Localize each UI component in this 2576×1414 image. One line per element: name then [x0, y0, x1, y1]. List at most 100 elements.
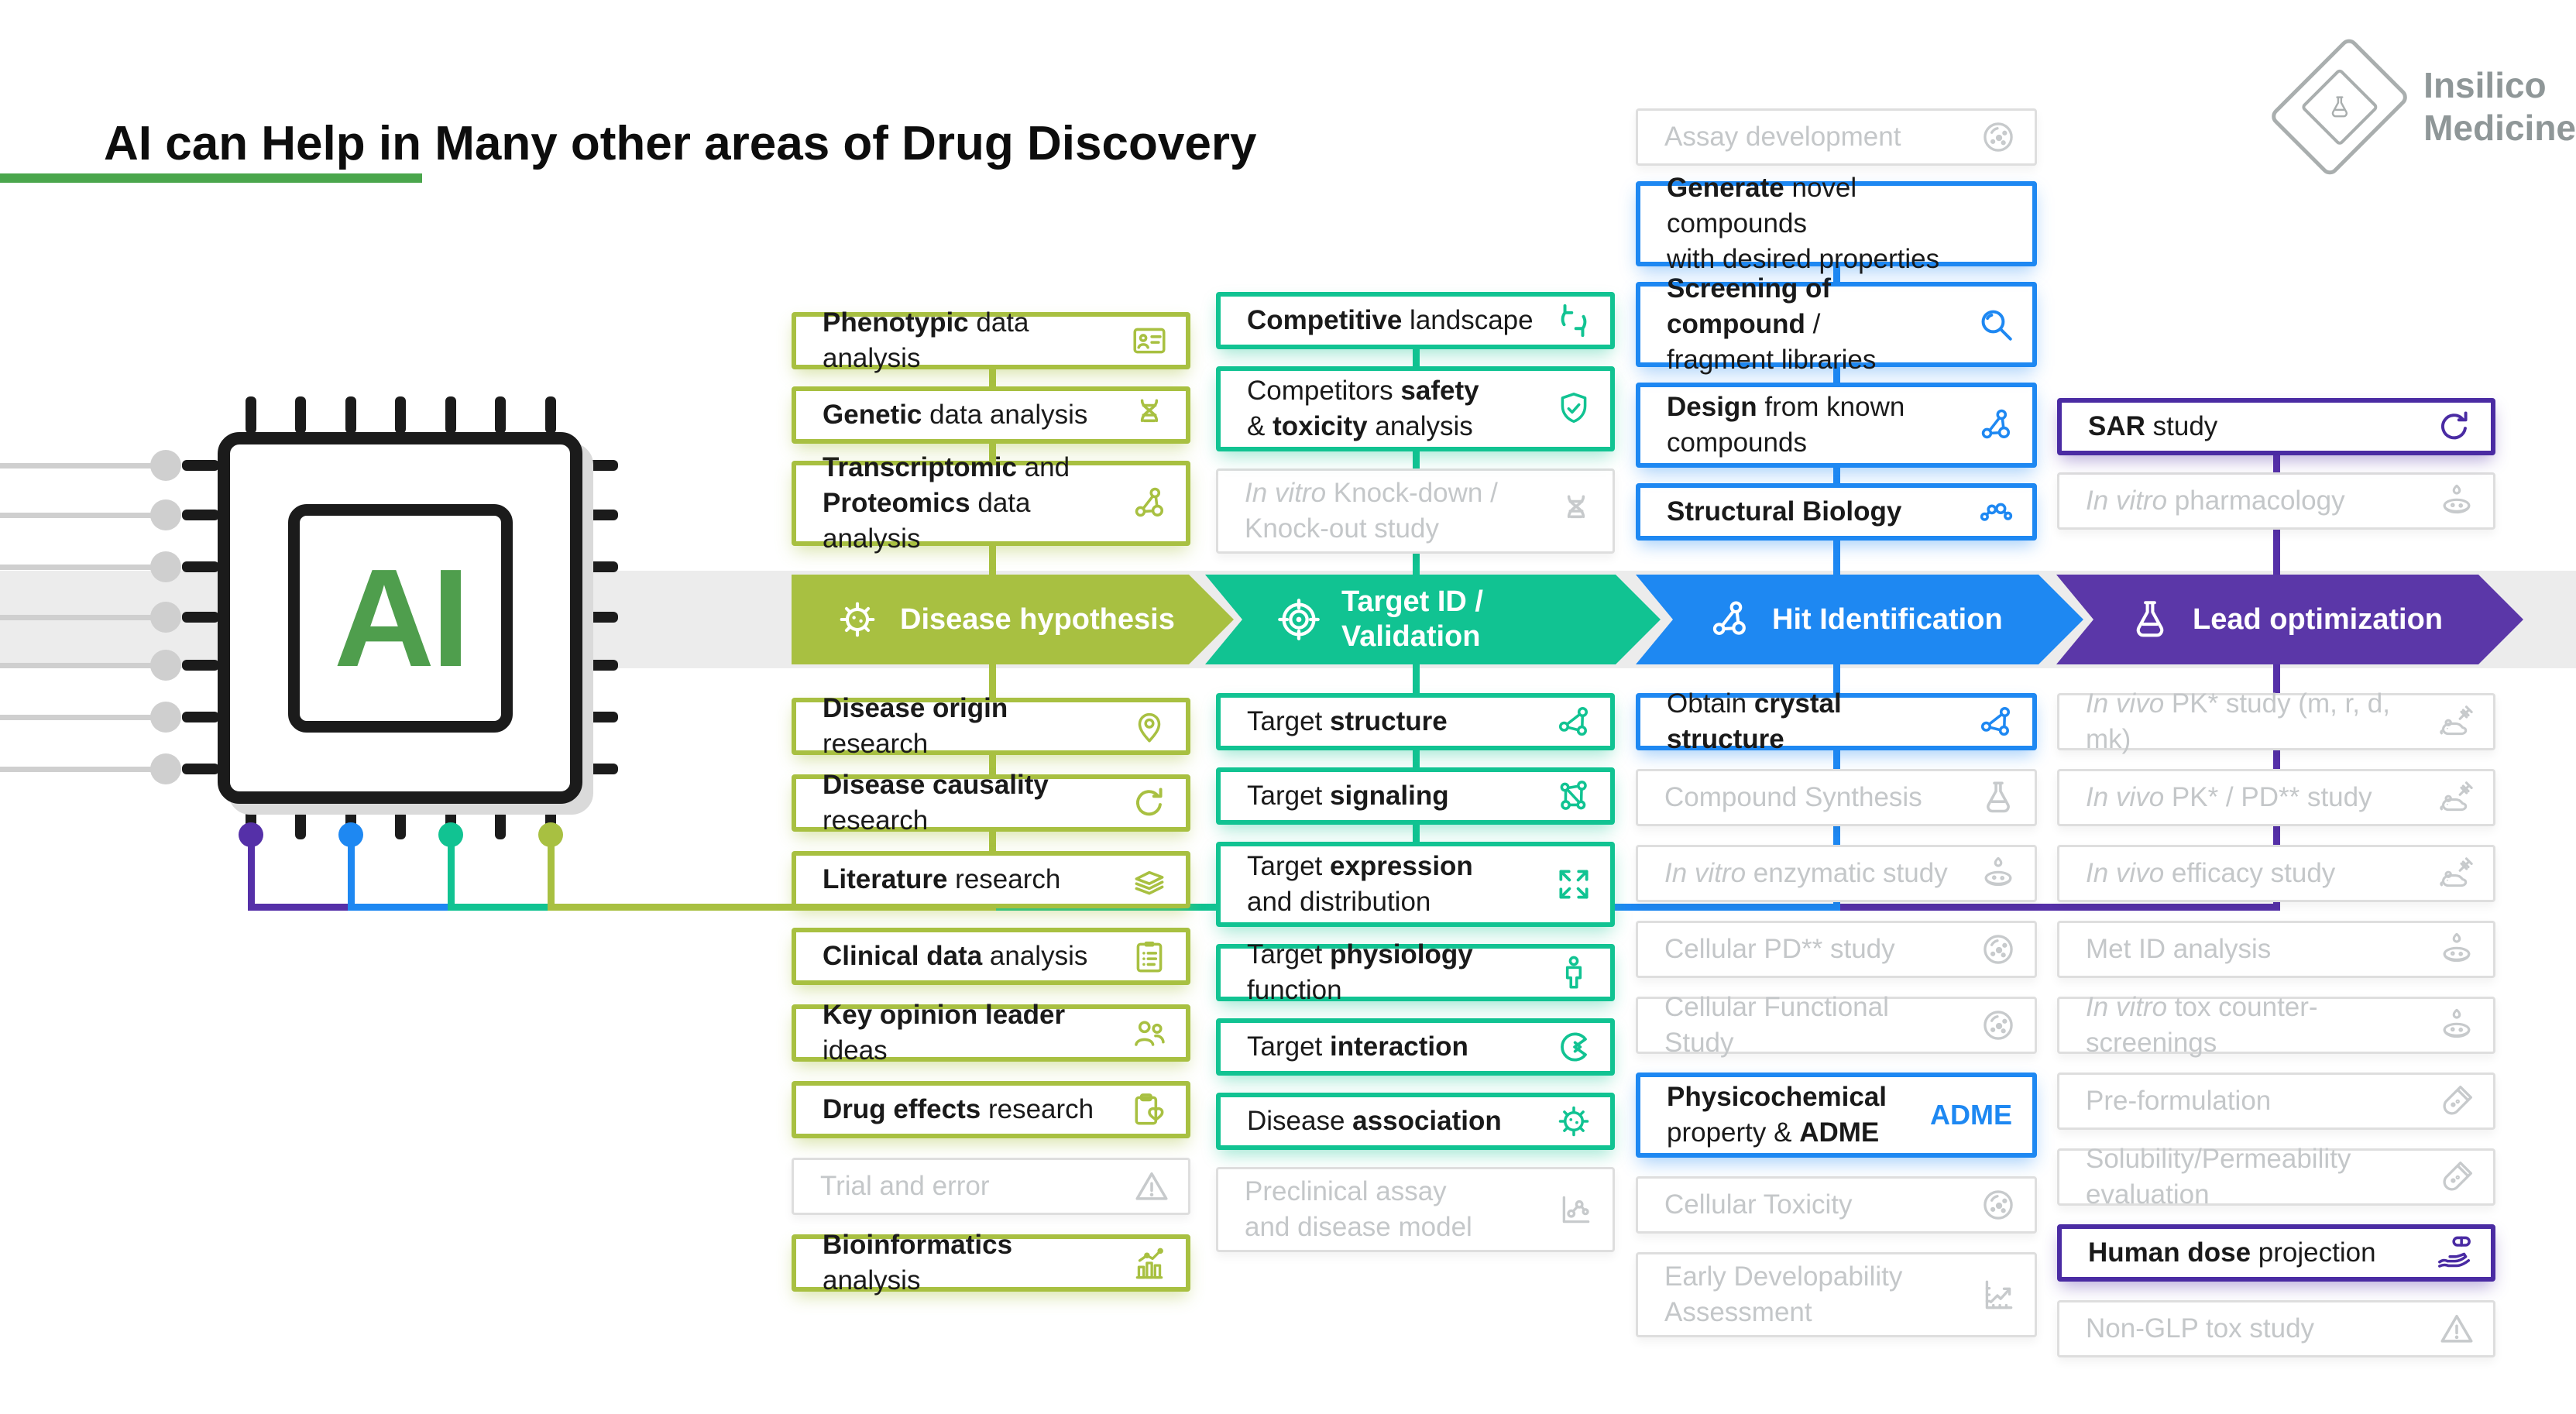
stage-label: Hit Identification — [1772, 602, 2003, 636]
box-in-vivo-pk-study-m-r-d-mk: In vivo PK* study (m, r, d, mk) — [2057, 688, 2495, 754]
box-human-dose-projection: Human dose projection — [2057, 1224, 2495, 1282]
stage-label: Disease hypothesis — [900, 602, 1175, 636]
box-label: In vitro pharmacology — [2086, 486, 2345, 516]
dna-icon — [1130, 396, 1169, 434]
mouse-icon — [2437, 854, 2476, 893]
box-competitors-safety-toxicity-analysis: Competitors safety & toxicity analysis — [1216, 366, 1615, 451]
pacman-icon — [1554, 1028, 1593, 1066]
ai-chip-illustration: AI — [218, 432, 582, 804]
box-in-vitro-pharmacology: In vitro pharmacology — [2057, 472, 2495, 530]
box-label: In vivo PK* / PD** study — [2086, 782, 2372, 812]
chip-pin — [581, 460, 618, 471]
molecule-icon — [1130, 484, 1169, 523]
box-in-vitro-knockdown-knockout-study: In vitro Knock-down / Knock-out study — [1216, 468, 1615, 554]
molecule-icon — [1707, 597, 1752, 642]
chip-pin — [581, 660, 618, 671]
box-label: Target physiology function — [1247, 939, 1473, 1005]
box-target-expression-distribution: Target expression and distribution — [1216, 842, 1615, 927]
box-label: Genetic data analysis — [823, 400, 1088, 430]
box-label: SAR study — [2088, 411, 2218, 441]
pin-icon — [1130, 707, 1169, 746]
box-label: Cellular PD** study — [1664, 934, 1895, 964]
box-target-interaction: Target interaction — [1216, 1018, 1615, 1076]
box-label: Transcriptomic and Proteomics data analys… — [823, 452, 1070, 554]
bar-chart-icon — [1130, 1244, 1169, 1282]
petri-icon — [2437, 1006, 2476, 1045]
stage-label: Lead optimization — [2193, 602, 2443, 636]
expand-icon — [1554, 865, 1593, 904]
box-genetic-data-analysis: Genetic data analysis — [792, 386, 1190, 444]
chip-pin — [182, 764, 219, 774]
petri-icon — [2437, 482, 2476, 520]
connector-line — [448, 832, 455, 911]
connector-line — [548, 904, 995, 911]
connector-line — [348, 904, 455, 911]
connector-line — [448, 904, 555, 911]
box-phenotypic-data-analysis: Phenotypic data analysis — [792, 307, 1190, 373]
box-label: Bioinformatics analysis — [823, 1230, 1013, 1296]
chip-lead-line — [0, 463, 166, 468]
chip-pin — [395, 396, 406, 434]
cell-icon — [1979, 1006, 2018, 1045]
chip-pin — [182, 561, 219, 572]
box-drug-effects-research: Drug effects research — [792, 1081, 1190, 1138]
box-label: In vitro Knock-down / Knock-out study — [1245, 478, 1498, 544]
box-transcriptomic-proteomics-data-analysis: Transcriptomic and Proteomics data analys… — [792, 452, 1190, 554]
title-underline — [0, 173, 422, 183]
box-label: Human dose projection — [2088, 1237, 2376, 1268]
box-label: Obtain crystal structure — [1667, 688, 1842, 754]
box-met-id-analysis: Met ID analysis — [2057, 921, 2495, 978]
chip-lead-node — [150, 702, 181, 733]
box-label: Early Developability Assessment — [1664, 1261, 1903, 1327]
box-in-vivo-efficacy-study: In vivo efficacy study — [2057, 845, 2495, 902]
stage-arrow-hit-identification: Hit Identification — [1636, 575, 2083, 664]
connector-line — [348, 832, 355, 911]
stage-arrow-lead-optimization: Lead optimization — [2056, 575, 2523, 664]
flask-icon — [1979, 778, 2018, 817]
people-icon — [1130, 1014, 1169, 1052]
box-label: Target expression and distribution — [1247, 851, 1473, 917]
box-bioinformatics-analysis: Bioinformatics analysis — [792, 1230, 1190, 1296]
connector-node — [538, 822, 563, 847]
connector-line — [1833, 197, 1840, 911]
connector-node — [239, 822, 263, 847]
box-structural-biology: Structural Biology — [1636, 483, 2037, 541]
test-tube-icon — [2437, 1158, 2476, 1196]
box-design-from-known-compounds: Design from known compounds — [1636, 383, 2037, 468]
box-label: Assay development — [1664, 122, 1901, 152]
box-disease-association: Disease association — [1216, 1093, 1615, 1150]
stage-arrow-disease-hypothesis: Disease hypothesis — [792, 575, 1234, 664]
chip-lead-node — [150, 450, 181, 481]
box-label: Competitive landscape — [1247, 305, 1534, 335]
cell-icon — [1979, 118, 2018, 156]
chip-lead-line — [0, 565, 166, 570]
box-key-opinion-leader-ideas: Key opinion leader ideas — [792, 1000, 1190, 1066]
books-icon — [1130, 860, 1169, 899]
box-trial-and-error: Trial and error — [792, 1158, 1190, 1215]
chip-pin — [495, 396, 506, 434]
box-cellular-pd-study: Cellular PD** study — [1636, 921, 2037, 978]
chip-lead-line — [0, 615, 166, 620]
box-cellular-functional-study: Cellular Functional Study — [1636, 992, 2037, 1058]
box-clinical-data-analysis: Clinical data analysis — [792, 928, 1190, 985]
chip-pin — [246, 396, 256, 434]
cycle-icon — [1130, 784, 1169, 822]
box-label: Drug effects research — [823, 1094, 1094, 1124]
chip-lead-node — [150, 551, 181, 582]
hand-pill-icon — [2435, 1234, 2474, 1272]
box-label: Pre-formulation — [2086, 1086, 2272, 1116]
chart-up-icon — [1979, 1275, 2018, 1314]
chip-pin — [581, 764, 618, 774]
box-label: In vivo PK* study (m, r, d, mk) — [2086, 688, 2390, 754]
insilico-medicine-logo: Insilico Medicine — [2268, 22, 2576, 192]
warning-icon — [2437, 1309, 2476, 1348]
connector-line — [1833, 904, 2279, 911]
chip-lead-node — [150, 602, 181, 633]
box-preclinical-assay-disease-model: Preclinical assay and disease model — [1216, 1167, 1615, 1252]
target-icon — [1276, 597, 1321, 642]
chip-pin — [182, 612, 219, 623]
box-physicochemical-property-adme: Physicochemical property & ADME ADME — [1636, 1073, 2037, 1158]
box-compound-synthesis: Compound Synthesis — [1636, 769, 2037, 826]
box-solubility-permeability-evaluation: Solubility/Permeability evaluation — [2057, 1144, 2495, 1210]
chip-lead-node — [150, 499, 181, 530]
